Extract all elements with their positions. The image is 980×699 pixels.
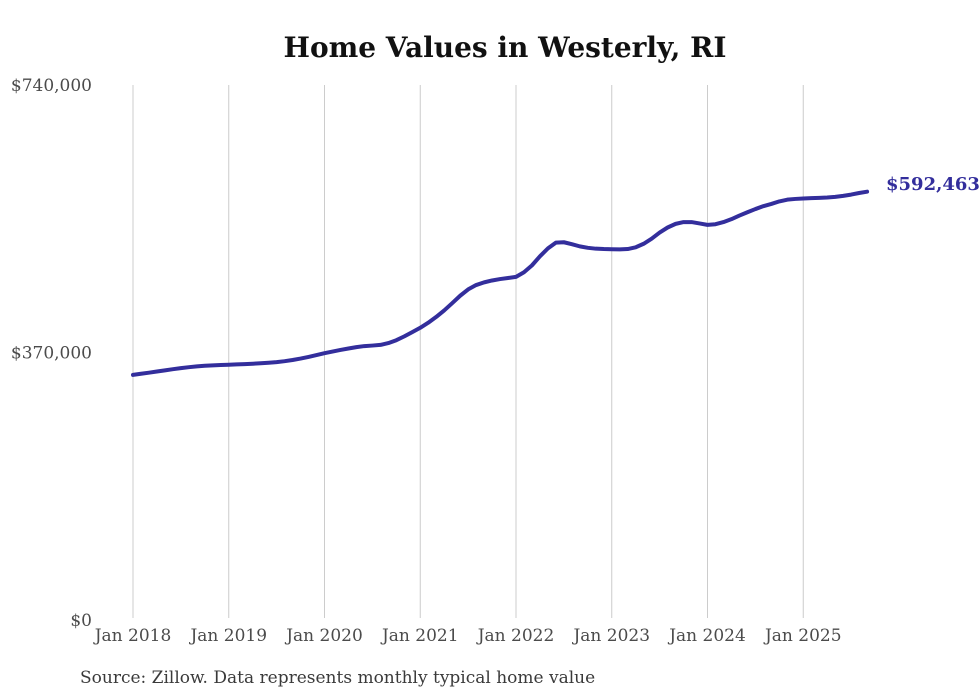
- x-axis-tick-labels: Jan 2018 Jan 2019 Jan 2020 Jan 2021 Jan 2022…: [93, 626, 842, 646]
- x-tick-label: Jan 2020: [284, 626, 363, 646]
- x-tick-label: Jan 2023: [571, 626, 650, 646]
- x-tick-label: Jan 2024: [667, 626, 746, 646]
- chart-title: Home Values in Westerly, RI: [283, 31, 726, 64]
- y-tick-label: $370,000: [11, 344, 92, 364]
- home-value-line-series: [131, 189, 870, 377]
- source-note: Source: Zillow. Data represents monthly …: [80, 668, 595, 688]
- x-tick-label: Jan 2018: [93, 626, 172, 646]
- y-tick-label: $740,000: [11, 76, 92, 96]
- x-tick-label: Jan 2025: [763, 626, 842, 646]
- y-axis-tick-labels: $0 $370,000 $740,000: [11, 76, 92, 631]
- x-tick-label: Jan 2021: [380, 626, 459, 646]
- x-tick-label: Jan 2022: [476, 626, 555, 646]
- latest-value-label: $592,463: [886, 174, 980, 195]
- year-gridlines: [132, 85, 804, 618]
- x-tick-label: Jan 2019: [188, 626, 267, 646]
- y-tick-label: $0: [70, 611, 92, 631]
